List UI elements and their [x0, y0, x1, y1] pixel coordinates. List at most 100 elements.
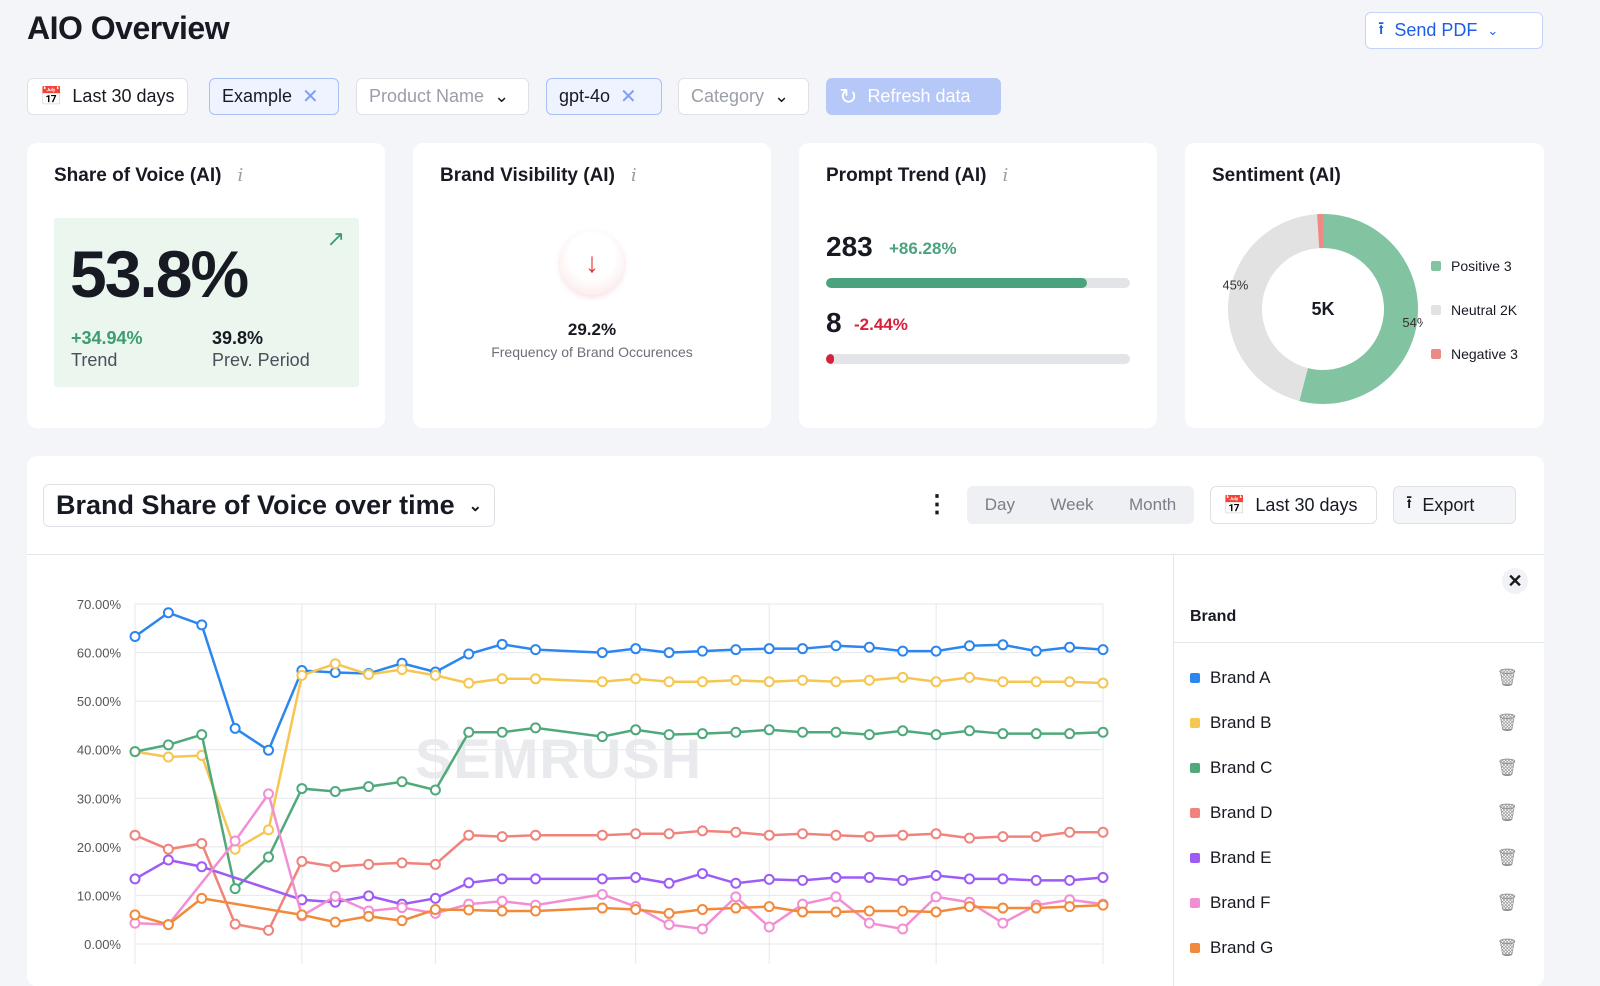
data-point[interactable]	[630, 643, 642, 655]
data-point[interactable]	[196, 619, 208, 631]
data-point[interactable]	[296, 783, 308, 795]
data-point[interactable]	[730, 674, 742, 686]
data-point[interactable]	[596, 676, 608, 688]
data-point[interactable]	[129, 746, 141, 758]
data-point[interactable]	[930, 645, 942, 657]
data-point[interactable]	[997, 831, 1009, 843]
data-point[interactable]	[997, 917, 1009, 929]
data-point[interactable]	[1064, 728, 1076, 740]
data-point[interactable]	[897, 725, 909, 737]
data-point[interactable]	[463, 677, 475, 689]
data-point[interactable]	[997, 676, 1009, 688]
legend-item-brand-c[interactable]: Brand C 🗑	[1190, 756, 1530, 780]
data-point[interactable]	[696, 728, 708, 740]
data-point[interactable]	[830, 676, 842, 688]
trash-icon[interactable]: 🗑	[1496, 758, 1518, 777]
info-icon[interactable]: i	[1002, 165, 1009, 186]
data-point[interactable]	[830, 640, 842, 652]
info-icon[interactable]: i	[630, 165, 637, 186]
data-point[interactable]	[797, 726, 809, 738]
data-point[interactable]	[396, 915, 408, 927]
trash-icon[interactable]: 🗑	[1496, 668, 1518, 687]
close-icon[interactable]: ✕	[302, 86, 319, 108]
data-point[interactable]	[863, 674, 875, 686]
data-point[interactable]	[696, 825, 708, 837]
data-point[interactable]	[429, 784, 441, 796]
data-point[interactable]	[463, 726, 475, 738]
data-point[interactable]	[630, 724, 642, 736]
data-point[interactable]	[763, 643, 775, 655]
data-point[interactable]	[363, 858, 375, 870]
data-point[interactable]	[730, 902, 742, 914]
data-point[interactable]	[1064, 874, 1076, 886]
data-point[interactable]	[763, 873, 775, 885]
data-point[interactable]	[396, 776, 408, 788]
data-point[interactable]	[1097, 677, 1109, 689]
data-point[interactable]	[530, 644, 542, 656]
data-point[interactable]	[930, 676, 942, 688]
donut-slice[interactable]	[1228, 214, 1320, 402]
chart-title-dropdown[interactable]: Brand Share of Voice over time ⌄	[43, 484, 495, 527]
data-point[interactable]	[663, 828, 675, 840]
data-point[interactable]	[797, 643, 809, 655]
refresh-data-button[interactable]: ↻ Refresh data	[826, 78, 1001, 115]
data-point[interactable]	[363, 890, 375, 902]
data-point[interactable]	[730, 877, 742, 889]
data-point[interactable]	[930, 828, 942, 840]
legend-item-brand-b[interactable]: Brand B 🗑	[1190, 711, 1530, 735]
data-point[interactable]	[129, 631, 141, 643]
data-point[interactable]	[329, 666, 341, 678]
data-point[interactable]	[496, 638, 508, 650]
data-point[interactable]	[930, 729, 942, 741]
data-point[interactable]	[496, 726, 508, 738]
data-point[interactable]	[1097, 644, 1109, 656]
data-point[interactable]	[463, 877, 475, 889]
data-point[interactable]	[263, 824, 275, 836]
data-point[interactable]	[696, 868, 708, 880]
data-point[interactable]	[463, 648, 475, 660]
period-day[interactable]: Day	[984, 495, 1015, 514]
data-point[interactable]	[797, 674, 809, 686]
data-point[interactable]	[429, 858, 441, 870]
data-point[interactable]	[630, 673, 642, 685]
data-point[interactable]	[897, 645, 909, 657]
data-point[interactable]	[863, 905, 875, 917]
data-point[interactable]	[463, 904, 475, 916]
data-point[interactable]	[763, 901, 775, 913]
data-point[interactable]	[963, 832, 975, 844]
data-point[interactable]	[897, 671, 909, 683]
data-point[interactable]	[530, 673, 542, 685]
data-point[interactable]	[296, 855, 308, 867]
data-point[interactable]	[363, 668, 375, 680]
data-point[interactable]	[496, 895, 508, 907]
close-icon[interactable]: ✕	[1502, 568, 1528, 594]
data-point[interactable]	[1097, 871, 1109, 883]
data-point[interactable]	[863, 917, 875, 929]
data-point[interactable]	[830, 906, 842, 918]
trash-icon[interactable]: 🗑	[1496, 848, 1518, 867]
data-point[interactable]	[329, 916, 341, 928]
data-point[interactable]	[730, 644, 742, 656]
data-point[interactable]	[730, 891, 742, 903]
data-point[interactable]	[763, 676, 775, 688]
export-button[interactable]: ⭱ Export	[1393, 486, 1516, 524]
data-point[interactable]	[296, 909, 308, 921]
data-point[interactable]	[196, 861, 208, 873]
data-point[interactable]	[1064, 901, 1076, 913]
data-point[interactable]	[196, 729, 208, 741]
data-point[interactable]	[1030, 728, 1042, 740]
data-point[interactable]	[162, 919, 174, 931]
data-point[interactable]	[463, 829, 475, 841]
data-point[interactable]	[596, 888, 608, 900]
data-point[interactable]	[897, 874, 909, 886]
data-point[interactable]	[363, 781, 375, 793]
data-point[interactable]	[1030, 676, 1042, 688]
data-point[interactable]	[863, 871, 875, 883]
data-point[interactable]	[663, 919, 675, 931]
data-point[interactable]	[696, 645, 708, 657]
data-point[interactable]	[129, 829, 141, 841]
trash-icon[interactable]: 🗑	[1496, 713, 1518, 732]
data-point[interactable]	[263, 924, 275, 936]
data-point[interactable]	[496, 873, 508, 885]
data-point[interactable]	[630, 904, 642, 916]
